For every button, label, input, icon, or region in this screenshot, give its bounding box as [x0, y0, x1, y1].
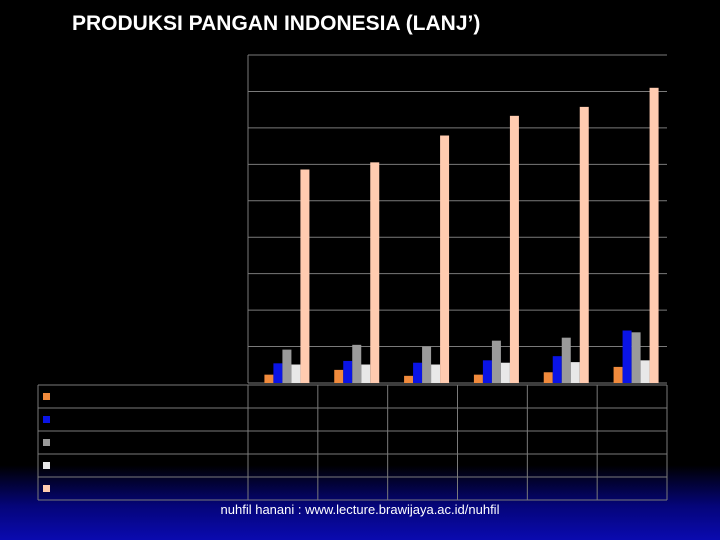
legend-swatch: [43, 462, 50, 469]
bar: [579, 106, 589, 383]
bar: [631, 332, 641, 383]
bar: [352, 344, 362, 383]
bar: [273, 363, 283, 383]
bar: [431, 364, 441, 383]
bar: [473, 374, 483, 383]
bar: [649, 87, 659, 384]
bar: [552, 356, 562, 383]
legend-swatch: [43, 439, 50, 446]
bar: [343, 360, 353, 383]
bar: [370, 162, 380, 383]
bar: [404, 375, 414, 383]
bar: [561, 337, 571, 383]
legend-swatch: [43, 485, 50, 492]
bar: [570, 362, 580, 383]
bar: [413, 362, 423, 383]
bar: [264, 374, 274, 383]
bar: [622, 330, 632, 383]
bar: [613, 366, 623, 383]
chart-gridlines: [247, 54, 667, 384]
bar: [334, 369, 344, 383]
bar: [543, 372, 553, 383]
bar: [482, 360, 492, 383]
legend-swatch: [43, 393, 50, 400]
chart-bars: [264, 87, 659, 384]
footer-credit: nuhfil hanani : www.lecture.brawijaya.ac…: [220, 502, 500, 517]
bar: [500, 362, 510, 383]
slide-title: PRODUKSI PANGAN INDONESIA (LANJ’): [72, 12, 481, 35]
bar: [291, 364, 301, 383]
legend-swatch: [43, 416, 50, 423]
bar: [491, 340, 501, 383]
bar: [422, 346, 432, 383]
bar: [509, 115, 519, 383]
bar: [440, 135, 450, 383]
bar: [640, 360, 650, 383]
bar: [282, 349, 292, 383]
bar: [361, 364, 371, 383]
data-table: [37, 384, 668, 501]
bar: [300, 169, 310, 383]
